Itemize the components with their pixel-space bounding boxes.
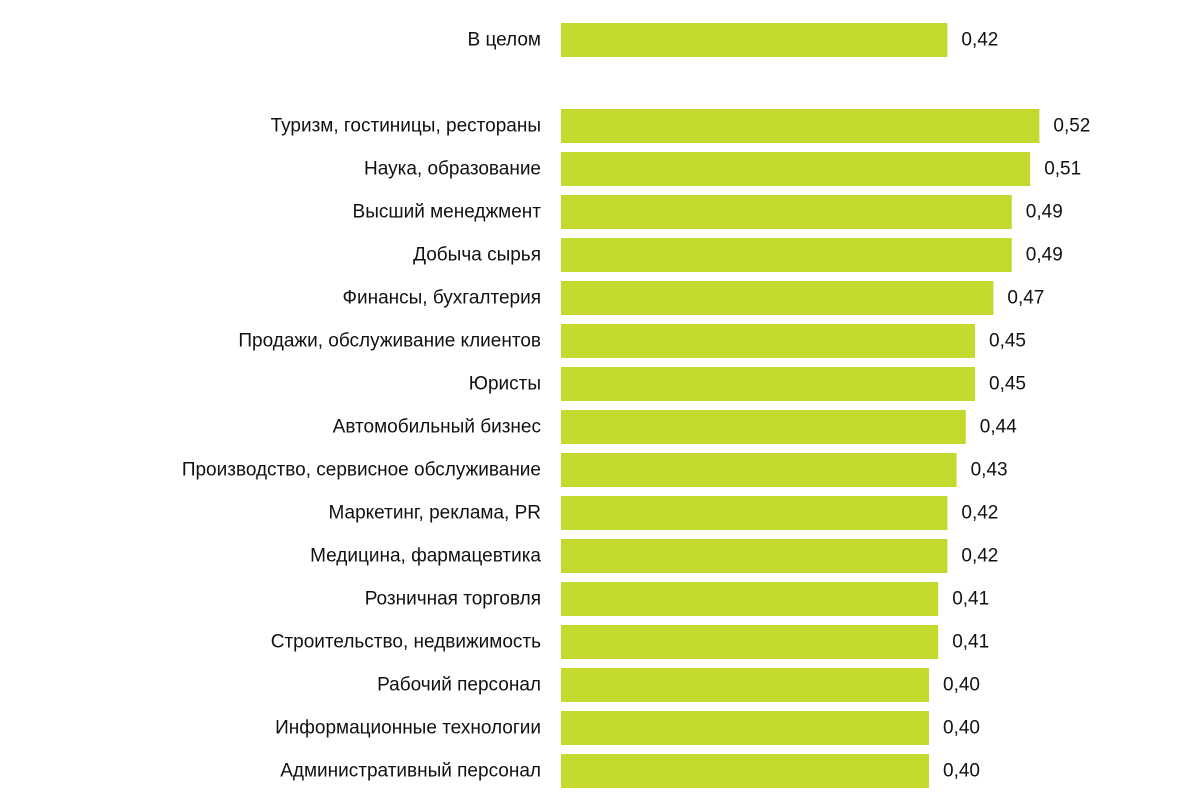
category-label: Строительство, недвижимость [271,632,541,653]
bar [561,195,1012,229]
value-label: 0,41 [952,632,989,653]
value-label: 0,42 [961,503,998,524]
category-label: Маркетинг, реклама, PR [328,503,541,524]
value-label: 0,42 [961,30,998,51]
bar [561,324,975,358]
value-label: 0,40 [943,675,980,696]
bar [561,238,1012,272]
bar [561,152,1031,186]
bar [561,711,929,745]
bar-row: Рабочий персонал 0,40 [377,668,980,702]
bar-row: Наука, образование 0,51 [364,152,1081,186]
bar [561,625,939,659]
category-label: Высший менеджмент [353,202,542,223]
category-label: Розничная торговля [365,589,541,610]
bar-row: Автомобильный бизнес 0,44 [333,410,1017,444]
value-label: 0,44 [980,417,1017,438]
bar-row: Строительство, недвижимость 0,41 [271,625,989,659]
value-label: 0,45 [989,374,1026,395]
value-label: 0,40 [943,761,980,782]
bar [561,668,929,702]
bar-row: Административный персонал 0,40 [280,754,980,788]
bar-row: Высший менеджмент 0,49 [353,195,1063,229]
bar [561,453,957,487]
category-label: Административный персонал [280,761,541,782]
category-label: Наука, образование [364,159,541,180]
category-label: В целом [468,30,542,51]
bar-row: Информационные технологии 0,40 [275,711,980,745]
category-label: Медицина, фармацевтика [310,546,541,567]
bar-row: Розничная торговля 0,41 [365,582,989,616]
value-label: 0,40 [943,718,980,739]
bar [561,754,929,788]
value-label: 0,47 [1007,288,1044,309]
value-label: 0,42 [961,546,998,567]
bar-row: Маркетинг, реклама, PR 0,42 [328,496,998,530]
category-label: Рабочий персонал [377,675,541,696]
bar [561,582,939,616]
value-label: 0,41 [952,589,989,610]
category-label: Юристы [469,374,541,395]
bar [561,281,994,315]
bar [561,410,966,444]
category-label: Туризм, гостиницы, рестораны [271,116,541,137]
category-label: Добыча сырья [413,245,541,266]
bar-row: Туризм, гостиницы, рестораны 0,52 [271,109,1090,143]
value-label: 0,49 [1026,202,1063,223]
bar [561,539,948,573]
category-label: Продажи, обслуживание клиентов [238,331,541,352]
bar [561,109,1040,143]
category-label: Автомобильный бизнес [333,417,541,438]
bar-row: Добыча сырья 0,49 [413,238,1063,272]
bar-row: Медицина, фармацевтика 0,42 [310,539,998,573]
bar-row: В целом 0,42 [468,23,998,57]
bar-row: Продажи, обслуживание клиентов 0,45 [238,324,1026,358]
value-label: 0,45 [989,331,1026,352]
bar-row: Финансы, бухгалтерия 0,47 [343,281,1044,315]
bar [561,367,975,401]
bar-row: Производство, сервисное обслуживание 0,43 [182,453,1008,487]
value-label: 0,49 [1026,245,1063,266]
category-label: Финансы, бухгалтерия [343,288,541,309]
category-label: Производство, сервисное обслуживание [182,460,541,481]
value-label: 0,43 [971,460,1008,481]
bar-row: Юристы 0,45 [469,367,1026,401]
bar [561,496,948,530]
category-label: Информационные технологии [275,718,541,739]
value-label: 0,52 [1053,116,1090,137]
value-label: 0,51 [1044,159,1081,180]
bar [561,23,948,57]
